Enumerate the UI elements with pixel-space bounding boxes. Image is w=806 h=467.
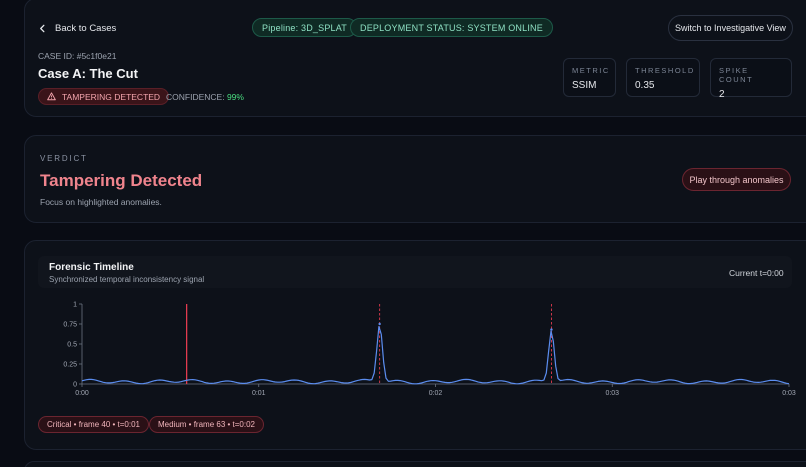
- spike-count-value: 2: [719, 89, 725, 100]
- x-tick-label: 0:01: [252, 390, 266, 397]
- back-to-cases-link[interactable]: Back to Cases: [38, 20, 116, 36]
- confidence-readout: CONFIDENCE: 99%: [166, 92, 244, 102]
- verdict-card: [24, 135, 806, 223]
- event-chip-critical[interactable]: Critical • frame 40 • t=0:01: [38, 416, 149, 433]
- x-tick-label: 0:02: [429, 390, 443, 397]
- y-tick-label: 0.25: [63, 362, 77, 369]
- verdict-label: VERDICT: [40, 154, 88, 163]
- timeline-subtitle: Synchronized temporal inconsistency sign…: [49, 275, 205, 284]
- event-chip-medium[interactable]: Medium • frame 63 • t=0:02: [149, 416, 264, 433]
- x-tick-label: 0:03: [605, 390, 619, 397]
- tampering-detected-badge: TAMPERING DETECTED: [38, 88, 170, 105]
- spike-count-label: SPIKE COUNT: [719, 66, 754, 84]
- metric-label: METRIC: [572, 66, 610, 75]
- signal-line: [81, 326, 790, 385]
- pipeline-badge: Pipeline: 3D_SPLAT: [252, 18, 357, 37]
- metric-box: METRIC SSIM: [563, 58, 616, 97]
- y-tick-label: 1: [73, 302, 77, 309]
- tampering-badge-label: TAMPERING DETECTED: [62, 91, 161, 102]
- warning-triangle-icon: [47, 92, 56, 101]
- threshold-box: THRESHOLD 0.35: [626, 58, 700, 97]
- threshold-value: 0.35: [635, 80, 655, 91]
- chevron-left-icon: [40, 24, 45, 32]
- timeline-title: Forensic Timeline: [49, 262, 134, 273]
- verdict-title: Tampering Detected: [40, 171, 203, 190]
- case-title: Case A: The Cut: [38, 66, 138, 81]
- back-to-cases-label: Back to Cases: [55, 22, 117, 34]
- metric-value: SSIM: [572, 80, 597, 91]
- y-tick-label: 0.5: [67, 342, 77, 349]
- x-tick-label: 0:03: [782, 390, 796, 397]
- play-through-anomalies-button[interactable]: Play through anomalies: [682, 168, 791, 191]
- deployment-status-badge: DEPLOYMENT STATUS: SYSTEM ONLINE: [350, 18, 553, 37]
- confidence-label: CONFIDENCE:: [166, 92, 225, 102]
- next-card-edge: [24, 461, 806, 467]
- confidence-value: 99%: [226, 92, 244, 102]
- y-tick-label: 0: [73, 382, 77, 389]
- verdict-subtitle: Focus on highlighted anomalies.: [40, 197, 162, 207]
- case-id: CASE ID: #5c1f0e21: [38, 51, 117, 61]
- current-time-readout: Current t=0:00: [729, 268, 784, 278]
- switch-investigative-view-button[interactable]: Switch to Investigative View: [668, 15, 793, 41]
- spike-count-box: SPIKE COUNT 2: [710, 58, 792, 100]
- x-tick-label: 0:00: [75, 390, 89, 397]
- spike-point: [378, 322, 381, 326]
- threshold-label: THRESHOLD: [635, 66, 695, 75]
- y-tick-label: 0.75: [63, 322, 77, 329]
- timeline-chart[interactable]: 0 0.25 0.5 0.75 1 0:00 0:01 0:02 0:03 0:03: [44, 296, 800, 400]
- spike-point: [550, 328, 553, 331]
- timeline-header: [38, 256, 792, 288]
